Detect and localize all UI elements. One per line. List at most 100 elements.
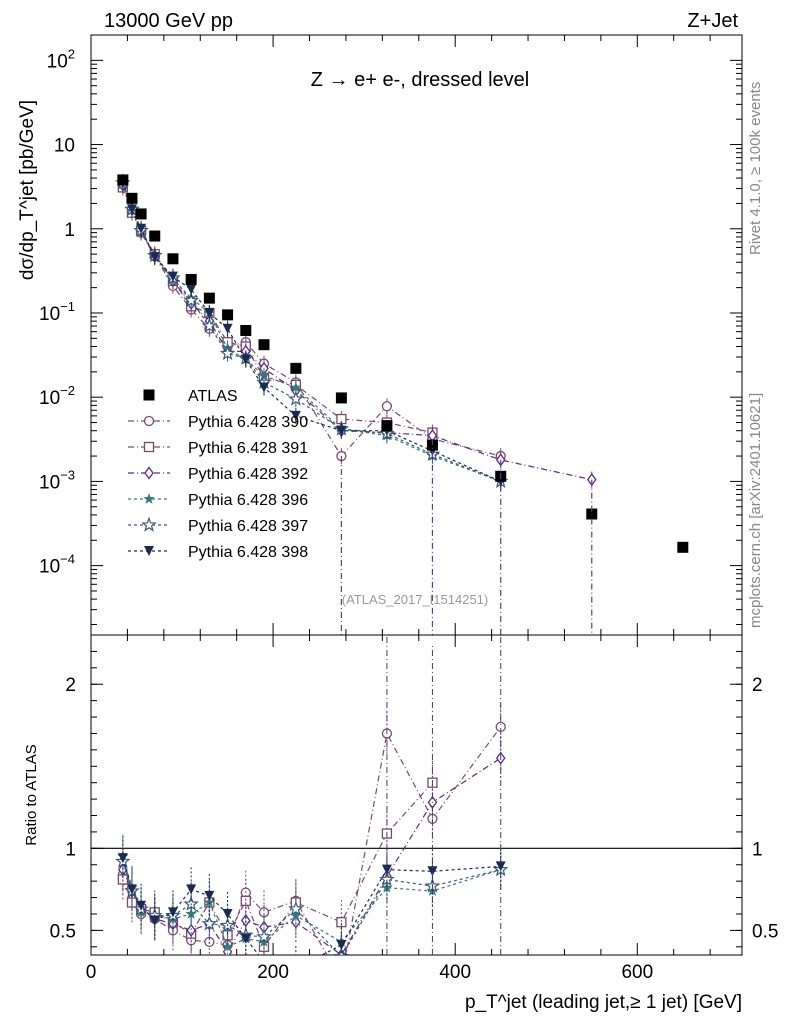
main-y-tick-label: 10−3	[39, 467, 75, 493]
ratio-point	[186, 923, 196, 937]
main-data-point	[240, 324, 252, 336]
main-data-point	[426, 439, 438, 451]
main-mc-point	[201, 317, 218, 333]
ratio-point	[381, 864, 392, 875]
ratio-point	[126, 884, 137, 895]
main-data-point	[381, 420, 393, 432]
ratio-y-label: Ratio to ATLAS	[23, 744, 40, 845]
legend-marker	[143, 389, 155, 401]
main-y-tick-label: 10−4	[39, 552, 75, 578]
ratio-y-tick-label: 2	[65, 675, 76, 696]
main-series-line	[122, 182, 501, 482]
ratio-point	[288, 900, 304, 916]
main-series-line	[122, 187, 433, 434]
ratio-series-line	[122, 858, 501, 955]
ratio-point	[240, 933, 251, 944]
ratio-point	[149, 915, 160, 926]
legend-label: Pythia 6.428 397	[188, 518, 308, 535]
main-data-point	[135, 208, 147, 220]
ratio-series-line	[122, 856, 501, 948]
ratio-point	[336, 940, 347, 951]
ratio-point	[337, 975, 346, 984]
main-y-tick-label: 102	[47, 46, 75, 72]
legend-marker	[143, 441, 155, 453]
ratio-point	[204, 890, 215, 901]
main-plot-area	[115, 173, 689, 635]
header-process: Z+Jet	[687, 10, 738, 32]
ratio-point	[117, 853, 128, 864]
main-data-point	[117, 174, 129, 186]
main-data-point	[335, 392, 347, 404]
ratio-y-tick-label-right: 0.5	[752, 921, 778, 942]
main-mc-point	[258, 382, 269, 393]
legend-marker	[143, 415, 155, 427]
main-mc-point	[381, 401, 393, 412]
main-panel: Z → e+ e-, dressed level (ATLAS_2017_I15…	[17, 34, 743, 636]
main-title: Z → e+ e-, dressed level	[311, 69, 529, 91]
ratio-series-line	[122, 757, 502, 955]
ratio-point	[185, 908, 197, 919]
ratio-y-tick-label-right: 2	[752, 675, 763, 696]
main-mc-point	[240, 354, 251, 365]
ratio-y-tick-label: 1	[65, 839, 76, 860]
main-series-line	[122, 181, 501, 482]
ratio-point	[186, 884, 197, 895]
watermark: (ATLAS_2017_I1514251)	[342, 592, 488, 607]
ratio-point	[221, 940, 234, 952]
legend-label: Pythia 6.428 390	[188, 414, 308, 431]
main-y-label: dσ/dp_T^jet [pb/GeV]	[17, 100, 38, 280]
main-mc-point	[336, 425, 347, 436]
main-y-tick-label: 10	[54, 136, 75, 157]
main-mc-point	[186, 284, 197, 295]
x-axis: 0 200 400 600	[86, 35, 711, 983]
main-mc-point	[126, 204, 137, 215]
main-mc-point	[204, 307, 215, 318]
ratio-y-tick-label-right: 1	[752, 839, 763, 860]
main-y-axis: 102 10 1 10−1 10−2 10−3 10−4	[39, 34, 742, 625]
main-series-line	[122, 181, 501, 482]
main-data-point	[203, 292, 215, 304]
main-data-point	[185, 273, 197, 285]
main-mc-point	[167, 271, 178, 282]
main-mc-point	[288, 390, 304, 406]
main-mc-point	[222, 323, 233, 334]
header-energy: 13000 GeV pp	[104, 10, 233, 32]
legend-marker	[143, 493, 155, 504]
ratio-point	[201, 915, 218, 931]
ratio-point	[167, 907, 178, 918]
ratio-point	[291, 963, 301, 973]
main-mc-point	[219, 345, 236, 361]
main-y-tick-label: 10−2	[39, 383, 75, 409]
ratio-point	[240, 895, 251, 906]
main-mc-point	[290, 381, 302, 393]
main-data-point	[258, 339, 270, 351]
x-axis-label: p_T^jet (leading jet,≥ 1 jet) [GeV]	[465, 992, 742, 1013]
main-series-line	[122, 186, 501, 458]
ratio-series-line	[122, 782, 433, 949]
rivet-note: Rivet 4.1.0, ≥ 100k events	[747, 82, 764, 255]
main-y-tick-label: 1	[64, 220, 75, 241]
main-y-tick-label: 10−1	[39, 299, 75, 325]
ratio-panel: 0.5 0.5 1 1 2 2 0 200 400 600 Ratio to ATLAS p_T…	[23, 35, 778, 1013]
main-series-line	[122, 184, 592, 481]
main-data-point	[586, 508, 598, 520]
main-mc-point	[183, 292, 199, 308]
main-mc-point	[290, 410, 301, 421]
ratio-point	[495, 861, 506, 872]
main-mc-point	[149, 252, 160, 263]
legend-label: Pythia 6.428 392	[188, 466, 308, 483]
ratio-y-tick-label: 0.5	[50, 921, 76, 942]
main-data-point	[126, 192, 138, 204]
main-data-point	[167, 253, 179, 265]
x-tick-label: 200	[257, 962, 289, 983]
legend-marker	[141, 516, 157, 532]
x-tick-label: 600	[621, 962, 653, 983]
ratio-y-axis: 0.5 0.5 1 1 2 2	[50, 650, 778, 948]
ratio-series-line	[122, 726, 502, 955]
ratio-frame	[90, 634, 743, 956]
legend: ATLAS Pythia 6.428 390 Pythia 6.428 391 Pyt…	[128, 388, 308, 561]
main-data-point	[677, 541, 689, 553]
legend-marker	[144, 466, 154, 480]
ratio-point	[290, 909, 302, 921]
